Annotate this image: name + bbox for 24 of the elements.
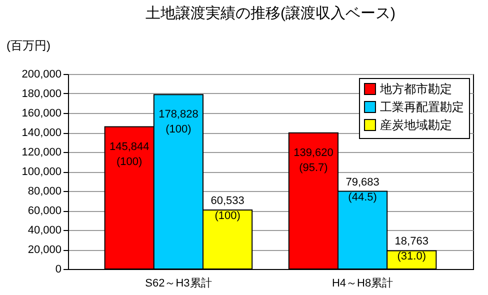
x-tick-label: H4～H8累計	[332, 276, 394, 290]
x-tick-label: S62～H3累計	[145, 276, 212, 290]
legend-label: 産炭地域勘定	[380, 118, 452, 132]
y-tick-label: 140,000	[22, 127, 62, 139]
y-tick-label: 180,000	[22, 88, 62, 100]
y-tick-label: 40,000	[28, 224, 62, 236]
data-label: 145,844 (100)	[109, 140, 150, 168]
y-tick-label: 160,000	[22, 108, 62, 120]
data-label: 139,620 (95.7)	[294, 146, 334, 174]
chart-title: 土地譲渡実績の推移(譲渡収入ベース)	[146, 5, 396, 22]
legend-label: 工業再配置勘定	[380, 100, 464, 114]
y-tick-label: 20,000	[28, 244, 62, 256]
data-label: 60,533 (100)	[210, 194, 244, 222]
y-tick-label: 60,000	[28, 205, 62, 217]
y-axis-title: (百万円)	[6, 38, 50, 52]
data-label: 79,683 (44.5)	[346, 176, 380, 204]
y-tick-label: 100,000	[22, 166, 62, 178]
y-tick-label: 0	[55, 264, 62, 276]
y-tick-label: 120,000	[22, 146, 62, 158]
y-tick-label: 200,000	[22, 68, 62, 80]
y-tick-label: 80,000	[28, 186, 62, 198]
data-label: 178,828 (100)	[158, 108, 198, 136]
data-label: 18,763 (31.0)	[394, 236, 428, 263]
legend-label: 地方都市勘定	[379, 82, 452, 96]
